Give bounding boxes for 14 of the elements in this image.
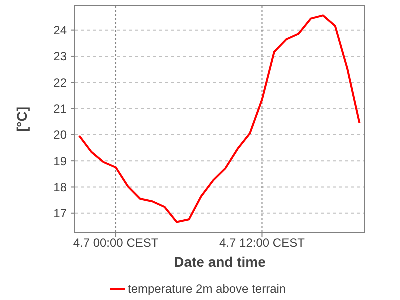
y-tick-label: 20 [54, 128, 68, 142]
y-tick-label: 21 [54, 102, 68, 116]
y-tick-label: 19 [54, 154, 68, 168]
x-axis-title: Date and time [174, 254, 266, 270]
y-tick-label: 18 [54, 180, 68, 194]
x-tick-label: 4.7 00:00 CEST [73, 236, 160, 250]
line-series [78, 14, 361, 224]
legend-label: temperature 2m above terrain [128, 282, 286, 296]
y-tick-label: 17 [54, 206, 68, 221]
y-axis-title: [°C] [14, 106, 30, 132]
y-tick-label: 24 [54, 24, 68, 38]
x-tick-label: 4.7 12:00 CEST [220, 236, 306, 250]
y-tick-label: 23 [54, 50, 68, 64]
y-tick-label: 22 [54, 76, 68, 90]
